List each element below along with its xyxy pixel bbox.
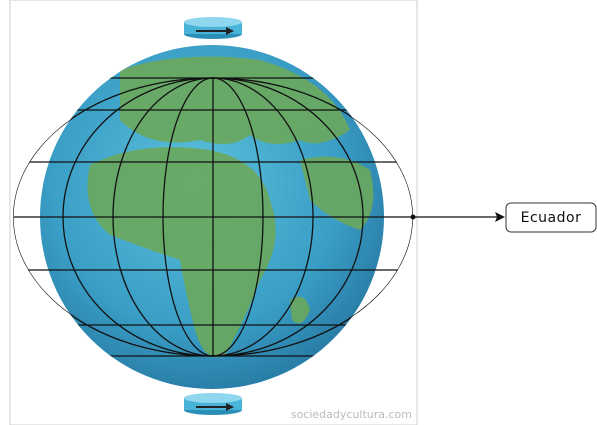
rotation-icon-bottom: [184, 393, 242, 415]
arrow-head: [495, 212, 505, 222]
label-box: [505, 202, 597, 233]
rotation-icon-top: [184, 17, 242, 39]
label-text: Ecuador: [521, 210, 582, 226]
watermark: sociedadycultura.com: [291, 408, 412, 421]
